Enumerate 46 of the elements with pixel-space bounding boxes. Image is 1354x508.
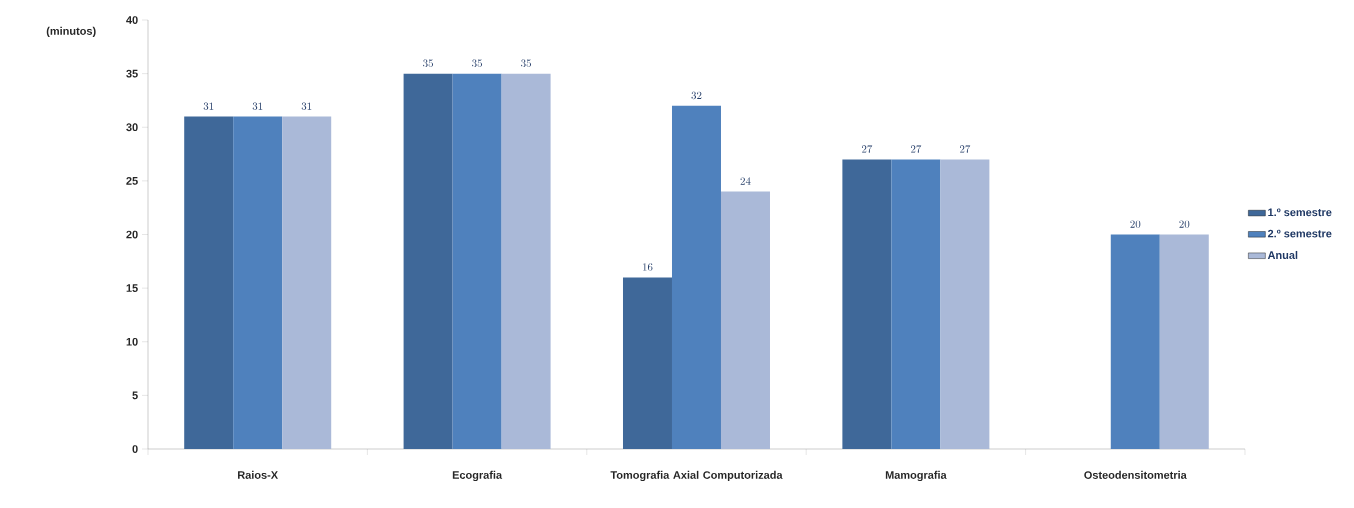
y-tick-label: 10 (126, 337, 138, 346)
y-tick-label: 0 (132, 445, 138, 453)
data-label: 27 (861, 145, 873, 153)
bar (403, 73, 453, 449)
y-tick-label: 15 (126, 284, 138, 292)
bar (891, 159, 941, 449)
y-tick-label: 40 (126, 16, 138, 24)
x-tick-label: Raios-X (238, 470, 278, 479)
y-tick-label: 35 (126, 69, 138, 78)
data-label: 31 (252, 102, 263, 110)
y-tick-label: 25 (126, 177, 138, 185)
legend-label: 1.º semestre (1268, 208, 1332, 217)
bar (452, 73, 502, 449)
data-label: 31 (203, 102, 214, 110)
x-tick-label: Mamografia (885, 470, 947, 482)
bar (501, 73, 551, 449)
data-label: 24 (740, 177, 751, 185)
data-label: 32 (691, 91, 702, 100)
data-label: 31 (301, 102, 312, 110)
y-tick-label: 5 (132, 391, 138, 400)
data-label: 27 (910, 145, 922, 153)
bar (671, 105, 721, 449)
bar (940, 159, 990, 449)
y-tick-label: 30 (126, 123, 138, 132)
bar (622, 277, 672, 449)
legend-label: 2.º semestre (1267, 229, 1332, 238)
bar (842, 159, 892, 449)
bar (184, 116, 234, 449)
y-tick-label: 20 (126, 230, 138, 239)
bar (233, 116, 283, 449)
data-label: 35 (423, 59, 433, 68)
x-tick-label: Tomografia Axial Computorizada (610, 470, 783, 482)
x-tick-label: Ecografia (452, 470, 503, 482)
bar (1110, 234, 1160, 449)
data-label: 20 (1179, 220, 1190, 228)
bar (1159, 234, 1209, 449)
y-axis-title: (minutos) (46, 26, 96, 38)
bar (282, 116, 332, 449)
legend-label: Anual (1267, 250, 1298, 260)
bar (720, 191, 770, 449)
data-label: 27 (959, 145, 971, 153)
x-tick-label: Osteodensitometria (1084, 470, 1187, 479)
data-label: 35 (472, 59, 482, 68)
data-label: 20 (1130, 220, 1141, 228)
data-label: 16 (643, 263, 653, 271)
data-label: 35 (521, 59, 531, 68)
